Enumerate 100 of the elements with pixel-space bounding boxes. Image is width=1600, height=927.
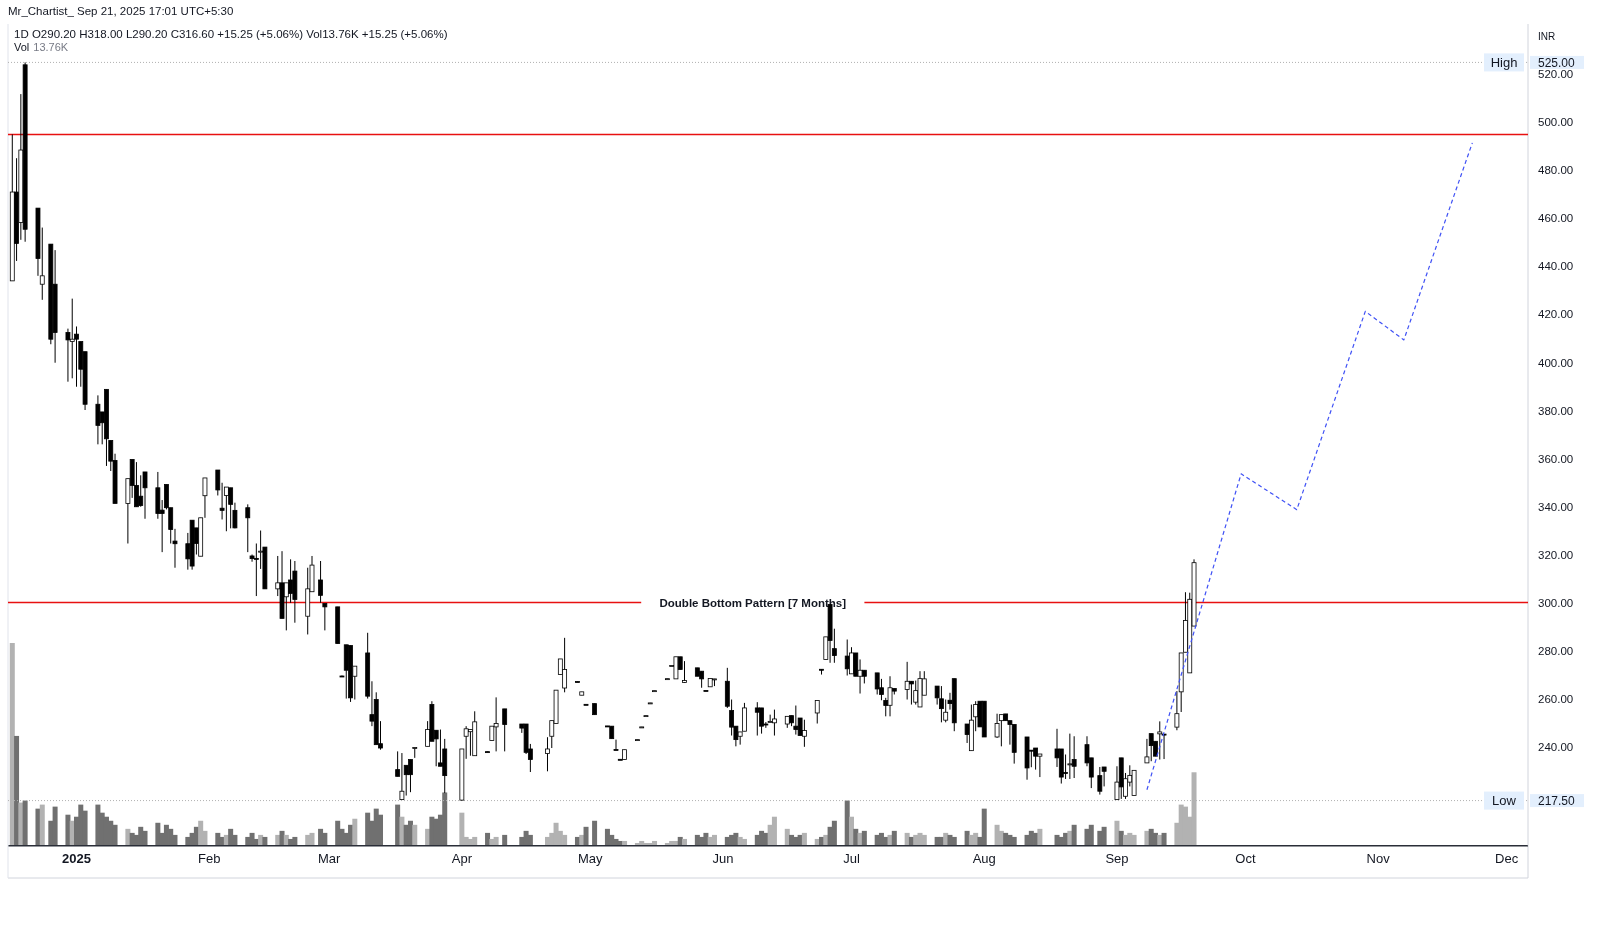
y-tick-label: 320.00 [1538,548,1574,561]
y-tick-label: 240.00 [1538,740,1574,753]
bar [1037,828,1043,845]
bar [583,826,589,845]
bar [981,808,987,845]
bar [138,826,144,845]
bar [622,840,628,845]
bar [39,804,45,845]
x-tick-label: Sep [1105,851,1129,866]
bar [65,814,71,845]
candlestick [322,603,328,631]
bar [352,818,358,845]
candlestick [1067,733,1073,780]
y-tick-label: 420.00 [1538,308,1574,321]
bar [472,836,478,845]
bar [52,806,58,845]
bar [1011,836,1017,845]
bar [215,832,221,845]
bar [652,840,658,845]
bar [592,820,598,845]
bar [527,834,533,845]
bar [18,802,24,845]
x-tick-label: Feb [198,851,221,866]
x-tick-label: Jun [712,851,734,866]
bar [305,834,311,845]
bar [142,830,148,845]
candlestick [142,471,148,520]
chart-title: Vol 13.76K [14,41,69,53]
candlestick [613,739,619,751]
bar [1114,820,1120,845]
bar [1084,828,1090,845]
bar [459,812,465,845]
y-tick-label: 300.00 [1538,596,1574,609]
bar [1144,830,1150,845]
bar [793,836,799,845]
x-tick-label: Jul [843,851,860,866]
bar [771,816,777,845]
ref-line-label: High [1490,54,1518,70]
bar [1131,834,1137,845]
y-tick-label: 480.00 [1538,164,1574,177]
bar [22,800,28,845]
bar [125,828,131,845]
candlestick [502,708,508,752]
bar [823,834,829,845]
y-tick-label: 525.00 [1538,55,1576,70]
bar [1161,832,1167,845]
bar [579,834,585,845]
candlestick [814,699,820,725]
y-tick-label: 460.00 [1538,212,1574,225]
bar [1088,824,1094,845]
bar [711,834,717,845]
text: Mr_Chartist_ Sep 21, 2025 17:01 UTC+5:30 [8,5,234,17]
x-tick-label: Nov [1366,851,1391,866]
candlestick [223,486,229,532]
bar [35,808,41,845]
bar [682,838,688,845]
candlestick [134,461,139,508]
bar [292,836,298,845]
ref-line-label: Double Bottom Pattern [7 Months] [659,596,847,609]
bar [1067,830,1073,845]
bar [493,836,499,845]
bar [245,836,251,845]
y-tick-label: 380.00 [1538,404,1574,417]
y-tick-label: 280.00 [1538,644,1574,657]
bar [112,824,118,845]
candlestick [682,660,687,684]
bar [1101,826,1107,845]
bar [399,816,405,845]
bar [891,830,897,845]
candlestick [408,759,413,793]
bar [703,832,709,845]
bar [831,820,837,845]
bar [643,842,649,845]
bar [262,836,268,845]
candlestick [545,736,550,772]
bar [412,824,418,845]
bar [853,828,859,845]
x-tick-label: Mar [317,851,341,866]
bar [275,834,281,845]
ref-line-label: Low [1492,793,1517,809]
candlestick [228,487,234,529]
bar [1071,824,1077,845]
x-tick-label: May [578,851,604,866]
bar [14,735,20,845]
candlestick [318,560,323,604]
bar [502,834,508,845]
x-tick-label: 2025 [62,851,91,866]
y-tick-label: 500.00 [1538,116,1574,129]
candlestick [562,637,568,693]
bar [763,832,769,845]
candlestick [909,680,914,706]
bar [1097,830,1103,845]
bar [801,832,807,845]
bar [1157,834,1163,845]
bar [108,820,114,845]
candlestick [1033,747,1039,771]
x-tick-label: Oct [1235,851,1256,866]
bar [309,832,315,845]
bar [1007,834,1013,845]
chart-title: 1D O290.20 H318.00 L290.20 C316.60 +15.25 (+5.06%) Vol13.76K +15.25 (+5.06%) [14,28,448,40]
